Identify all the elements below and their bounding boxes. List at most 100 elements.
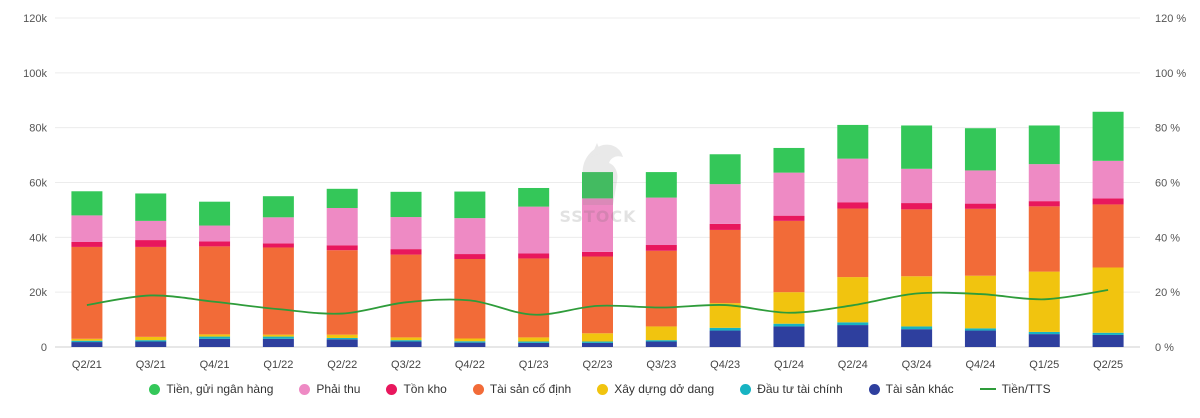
bar-segment — [71, 338, 103, 341]
bar-segment — [1028, 164, 1060, 202]
y-tick-label-left: 120k — [23, 13, 47, 25]
legend-label: Tài sản khác — [885, 382, 954, 396]
bar-segment — [518, 187, 550, 207]
bar-segment — [837, 277, 869, 323]
x-tick-label: Q3/24 — [902, 359, 932, 371]
bar-segment — [1092, 111, 1124, 161]
bar-segment — [964, 328, 996, 331]
y-tick-label-left: 20k — [29, 287, 47, 299]
watermark-text: SSTOCK — [559, 207, 637, 226]
x-tick-label: Q2/22 — [327, 359, 357, 371]
bar-segment — [199, 334, 231, 337]
legend-marker — [740, 383, 752, 395]
bar-segment — [645, 341, 677, 347]
bar-segment — [71, 241, 103, 247]
bar-segment — [582, 251, 613, 257]
bar-segment — [1092, 267, 1124, 333]
bar-segment — [1028, 125, 1060, 165]
bar-segment — [262, 247, 294, 335]
bar-segment — [582, 341, 613, 343]
legend-item[interactable]: Phải thu — [299, 382, 360, 396]
bar-segment — [518, 258, 550, 338]
bar-segment — [964, 208, 996, 276]
bar-segment — [390, 340, 422, 342]
legend-marker — [868, 383, 880, 395]
bar-segment — [837, 208, 869, 278]
bar-segment — [1092, 334, 1124, 347]
legend-item[interactable]: Xây dựng dở dang — [597, 382, 714, 396]
y-tick-label-right: 40 % — [1155, 232, 1180, 244]
bar-segment — [645, 245, 677, 251]
legend-marker — [979, 388, 996, 390]
bar-segment — [135, 336, 167, 341]
bar-segment — [326, 188, 358, 208]
legend-item[interactable]: Tài sản cố định — [472, 382, 572, 396]
bar-segment — [709, 223, 741, 230]
legend-label: Tồn kho — [403, 382, 447, 396]
y-tick-label-right: 100 % — [1155, 68, 1186, 80]
bar-segment — [773, 323, 805, 327]
chart-canvas: 0 0 % 20k 20 % 40k 40 % 60k 60 % 80k 80 % 100k 100 … — [23, 13, 1186, 371]
legend-marker — [597, 383, 609, 395]
bar-segment — [199, 338, 231, 347]
bar-segment — [901, 329, 933, 347]
bar-segment — [326, 334, 358, 338]
bar-segment — [582, 333, 613, 342]
y-tick-label-left: 80k — [29, 123, 47, 135]
x-tick-label: Q4/22 — [455, 359, 485, 371]
bar-segment — [454, 258, 486, 339]
x-tick-label: Q2/23 — [583, 359, 613, 371]
bar-segment — [1028, 271, 1060, 332]
bar-segment — [326, 250, 358, 335]
bar-segment — [1028, 201, 1060, 207]
legend-item[interactable]: Tiền/TTS — [979, 382, 1051, 396]
y-tick-label-left: 40k — [29, 232, 47, 244]
x-tick-label: Q3/21 — [136, 359, 166, 371]
bar-segment — [135, 340, 167, 342]
bar-segment — [518, 337, 550, 342]
bar-segment — [518, 206, 550, 254]
bar-segment — [901, 209, 933, 277]
x-tick-label: Q3/22 — [391, 359, 421, 371]
bar-segment — [1028, 331, 1060, 335]
legend-item[interactable]: Đầu tư tài chính — [740, 382, 843, 396]
bar-segment — [645, 326, 677, 341]
horse-icon — [582, 143, 623, 205]
bar-segment — [1092, 332, 1124, 335]
bar-segment — [454, 254, 486, 259]
bar-segment — [390, 217, 422, 250]
x-tick-label: Q2/21 — [72, 359, 102, 371]
bar-segment — [837, 158, 869, 203]
x-tick-label: Q4/21 — [200, 359, 230, 371]
bar-segment — [837, 325, 869, 347]
x-tick-label: Q2/24 — [838, 359, 868, 371]
bar-segment — [454, 218, 486, 255]
bar-segment — [199, 241, 231, 247]
bar-segment — [1028, 206, 1060, 272]
bar-segment — [964, 275, 996, 329]
bar-segment — [135, 193, 167, 221]
bar-segment — [326, 207, 358, 246]
bar-segment — [709, 184, 741, 224]
bar-segment — [964, 128, 996, 171]
bar-segment — [326, 339, 358, 347]
bar-segment — [773, 147, 805, 173]
x-tick-label: Q1/25 — [1029, 359, 1059, 371]
bar-segment — [645, 250, 677, 327]
x-tick-label: Q1/23 — [519, 359, 549, 371]
x-tick-label: Q1/24 — [774, 359, 804, 371]
bar-segment — [773, 215, 805, 221]
legend-marker — [299, 383, 311, 395]
legend-marker — [149, 383, 161, 395]
legend-item[interactable]: Tồn kho — [386, 382, 447, 396]
legend-label: Tài sản cố định — [489, 382, 572, 396]
x-tick-label: Q4/23 — [710, 359, 740, 371]
legend-item[interactable]: Tài sản khác — [868, 382, 954, 396]
y-tick-label-right: 20 % — [1155, 287, 1180, 299]
bar-segment — [1092, 198, 1124, 205]
bar-segment — [135, 341, 167, 347]
y-tick-label-left: 0 — [41, 342, 47, 354]
bar-segment — [262, 217, 294, 244]
legend-item[interactable]: Tiền, gửi ngân hàng — [149, 382, 273, 396]
bar-segment — [582, 172, 613, 199]
